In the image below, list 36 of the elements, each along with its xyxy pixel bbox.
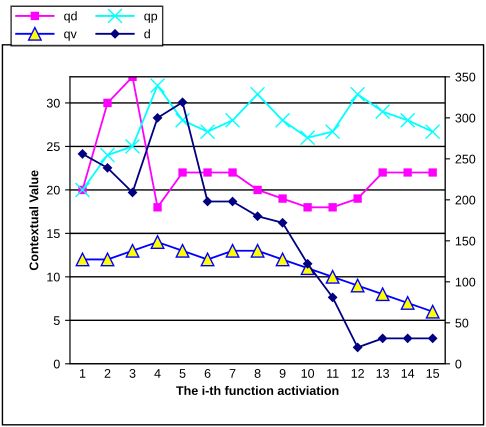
y-tick-label: 30 — [46, 98, 60, 108]
x-tick-label: 8 — [254, 368, 261, 378]
x-tick-label: 9 — [280, 368, 286, 378]
x-tick-label: 3 — [130, 368, 136, 378]
x-tick-label: 2 — [104, 368, 110, 378]
y2-tick-label: 100 — [456, 278, 476, 286]
y-tick-label: 0 — [54, 360, 60, 368]
legend-label: qd — [64, 11, 77, 23]
x-tick-label: 1 — [80, 369, 86, 378]
x-tick-label: 4 — [154, 369, 161, 378]
legend-label: qp — [144, 14, 158, 23]
x-tick-label: 12 — [352, 368, 364, 378]
x-axis-title: The i-th function activiation — [176, 386, 338, 396]
y2-tick-label: 150 — [456, 236, 476, 246]
y2-tick-label: 0 — [455, 360, 462, 368]
x-tick-label: 15 — [426, 369, 440, 378]
x-tick-label: 14 — [402, 369, 414, 378]
x-tick-label: 11 — [327, 369, 338, 378]
y-tick-label: 15 — [47, 229, 60, 238]
legend-label: d — [144, 29, 150, 38]
x-tick-label: 5 — [180, 369, 186, 378]
y-tick-label: 10 — [47, 272, 60, 282]
y-tick-label: 5 — [54, 316, 60, 325]
y-axis-title: Contextual Value — [29, 170, 38, 270]
x-tick-label: 10 — [302, 368, 314, 378]
legend-label: qv — [64, 31, 77, 41]
y2-tick-label: 50 — [455, 318, 468, 328]
x-tick-label: 6 — [204, 368, 210, 378]
x-tick-label: 7 — [230, 369, 236, 378]
y2-tick-label: 250 — [456, 154, 476, 164]
y-tick-label: 25 — [46, 142, 60, 152]
y2-tick-label: 350 — [455, 72, 476, 82]
y-tick-label: 20 — [46, 186, 60, 195]
x-tick-label: 13 — [376, 368, 390, 378]
y2-tick-label: 300 — [455, 114, 476, 123]
y2-tick-label: 200 — [456, 196, 476, 204]
